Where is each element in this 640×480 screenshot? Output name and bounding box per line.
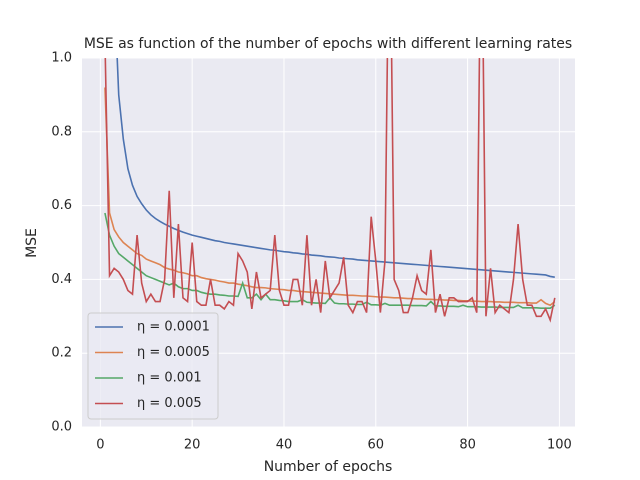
x-tick-label: 40 xyxy=(276,438,293,453)
legend-label: η = 0.0005 xyxy=(137,345,210,360)
series-line xyxy=(116,58,555,278)
series-line xyxy=(104,58,556,323)
legend-label: η = 0.001 xyxy=(137,371,202,386)
labels: 0 20 40 60 80 100 0.0 0.2 0.4 0.6 0.8 1.0 xyxy=(51,51,571,453)
x-tick-label: 60 xyxy=(368,438,385,453)
y-tick-label: 0.4 xyxy=(51,272,72,287)
legend: η = 0.0001 η = 0.0005 η = 0.001 η = 0.005 xyxy=(87,312,219,420)
legend-label: η = 0.0001 xyxy=(137,320,210,335)
chart-title: MSE as function of the number of epochs … xyxy=(84,36,572,52)
legend-box xyxy=(87,312,219,420)
x-tick-label: 100 xyxy=(547,438,572,453)
y-tick-label: 0.6 xyxy=(51,198,72,213)
y-axis-label: MSE xyxy=(24,228,40,258)
y-tick-label: 0.2 xyxy=(51,346,72,361)
lines xyxy=(104,58,556,323)
y-tick-label: 1.0 xyxy=(51,51,72,66)
y-tick-label: 0.8 xyxy=(51,124,72,139)
x-axis-label: Number of epochs xyxy=(264,459,393,475)
x-tick-label: 80 xyxy=(459,438,476,453)
y-tick-label: 0.0 xyxy=(51,420,72,435)
x-tick-label: 20 xyxy=(184,438,201,453)
x-tick-label: 0 xyxy=(96,438,104,453)
legend-label: η = 0.005 xyxy=(137,396,202,411)
